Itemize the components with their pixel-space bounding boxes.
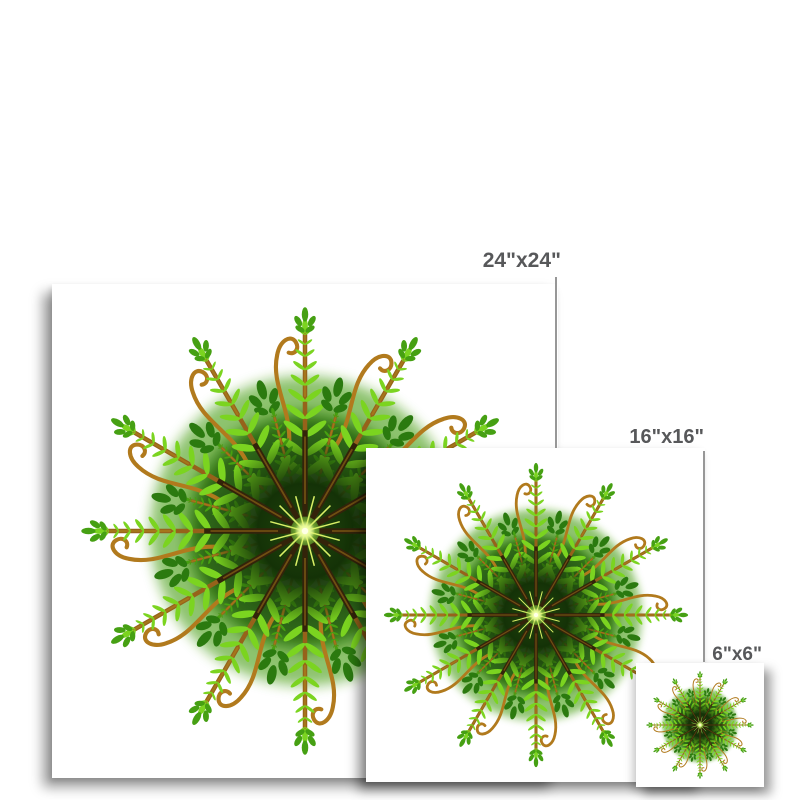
size-label-24x24: 24"x24" [482,249,561,272]
size-label-16x16: 16"x16" [629,426,704,448]
size-guide-line-24x24 [555,277,557,448]
fern-mandala-artwork-small [646,671,754,779]
size-guide-line-16x16 [703,451,705,662]
print-6x6 [636,663,764,787]
size-label-6x6: 6"x6" [712,644,762,665]
